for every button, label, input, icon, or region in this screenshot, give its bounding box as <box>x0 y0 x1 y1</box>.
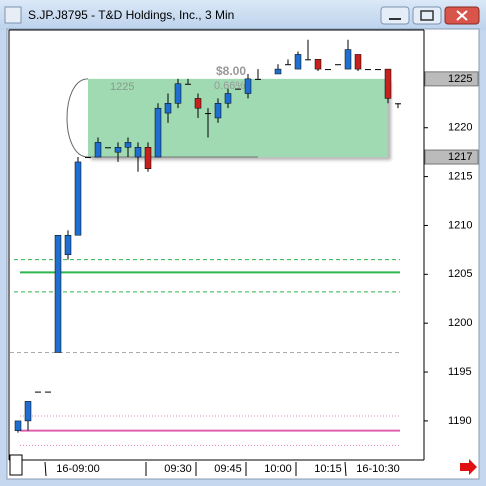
window-title: S.JP.J8795 - T&D Holdings, Inc., 3 Min <box>28 8 234 22</box>
app-icon <box>4 6 22 24</box>
box-label: $8.00 <box>216 64 246 78</box>
y-tick-label: 1190 <box>448 415 472 427</box>
candle-body <box>114 147 122 153</box>
candle-body <box>154 107 162 158</box>
candle-body <box>395 103 401 105</box>
x-tick-label: 09:30 <box>164 463 192 475</box>
candle-body <box>144 147 152 170</box>
candle-body <box>35 391 41 393</box>
y-tick-label: 1200 <box>448 317 472 329</box>
y-tick-label: 1210 <box>448 219 472 231</box>
x-tick-label: 16-10:30 <box>356 463 399 475</box>
box-label: 0.66% <box>214 80 245 92</box>
candle-body <box>45 391 51 393</box>
candle-body <box>174 83 182 104</box>
price-marker-label: 1217 <box>448 151 472 163</box>
candle-body <box>235 88 241 90</box>
candle-body <box>354 54 362 70</box>
minimize-button[interactable] <box>380 6 410 25</box>
candle-body <box>285 64 291 66</box>
candle-body <box>384 68 392 99</box>
x-tick-label: 10:15 <box>314 463 342 475</box>
candle-body <box>64 234 72 256</box>
box-label: 1225 <box>110 81 134 93</box>
candle-body <box>24 401 32 422</box>
candle-body <box>185 83 191 85</box>
candle-body <box>214 103 222 119</box>
x-tick-label: 10:00 <box>264 463 292 475</box>
price-marker <box>424 71 479 87</box>
candle-body <box>224 93 232 104</box>
candle-body <box>255 78 261 80</box>
price-marker <box>424 149 479 165</box>
candle-body <box>14 420 22 431</box>
candle-body <box>244 78 252 94</box>
maximize-button[interactable] <box>412 6 442 25</box>
candle-body <box>344 49 352 70</box>
candle-body <box>365 69 371 71</box>
candle-body <box>124 142 132 148</box>
candle-body <box>105 147 111 149</box>
scroll-box[interactable] <box>9 454 23 476</box>
candle-body <box>305 59 311 61</box>
candle-body <box>85 157 91 159</box>
candle-body <box>74 161 82 236</box>
x-tick-label: 09:45 <box>214 463 242 475</box>
candle-body <box>314 59 322 70</box>
candle-body <box>194 98 202 109</box>
candle-body <box>325 69 331 71</box>
y-tick-label: 1195 <box>448 366 472 378</box>
x-tick-sep <box>44 461 47 477</box>
y-tick-label: 1220 <box>448 122 472 134</box>
y-tick-label: 1215 <box>448 170 472 182</box>
box-arc <box>66 78 89 158</box>
candle-body <box>294 54 302 70</box>
candle-body <box>274 68 282 75</box>
price-marker-label: 1225 <box>448 73 472 85</box>
x-tick-label: 16-09:00 <box>56 463 99 475</box>
candle-body <box>94 142 102 158</box>
candle-body <box>205 113 211 115</box>
y-tick-label: 1205 <box>448 268 472 280</box>
candle-body <box>54 234 62 353</box>
candle-body <box>335 64 341 66</box>
x-tick-sep <box>344 461 347 477</box>
scroll-arrow[interactable] <box>460 459 477 475</box>
candle-body <box>375 69 381 71</box>
candle-body <box>164 103 172 114</box>
candle-body <box>134 147 142 158</box>
